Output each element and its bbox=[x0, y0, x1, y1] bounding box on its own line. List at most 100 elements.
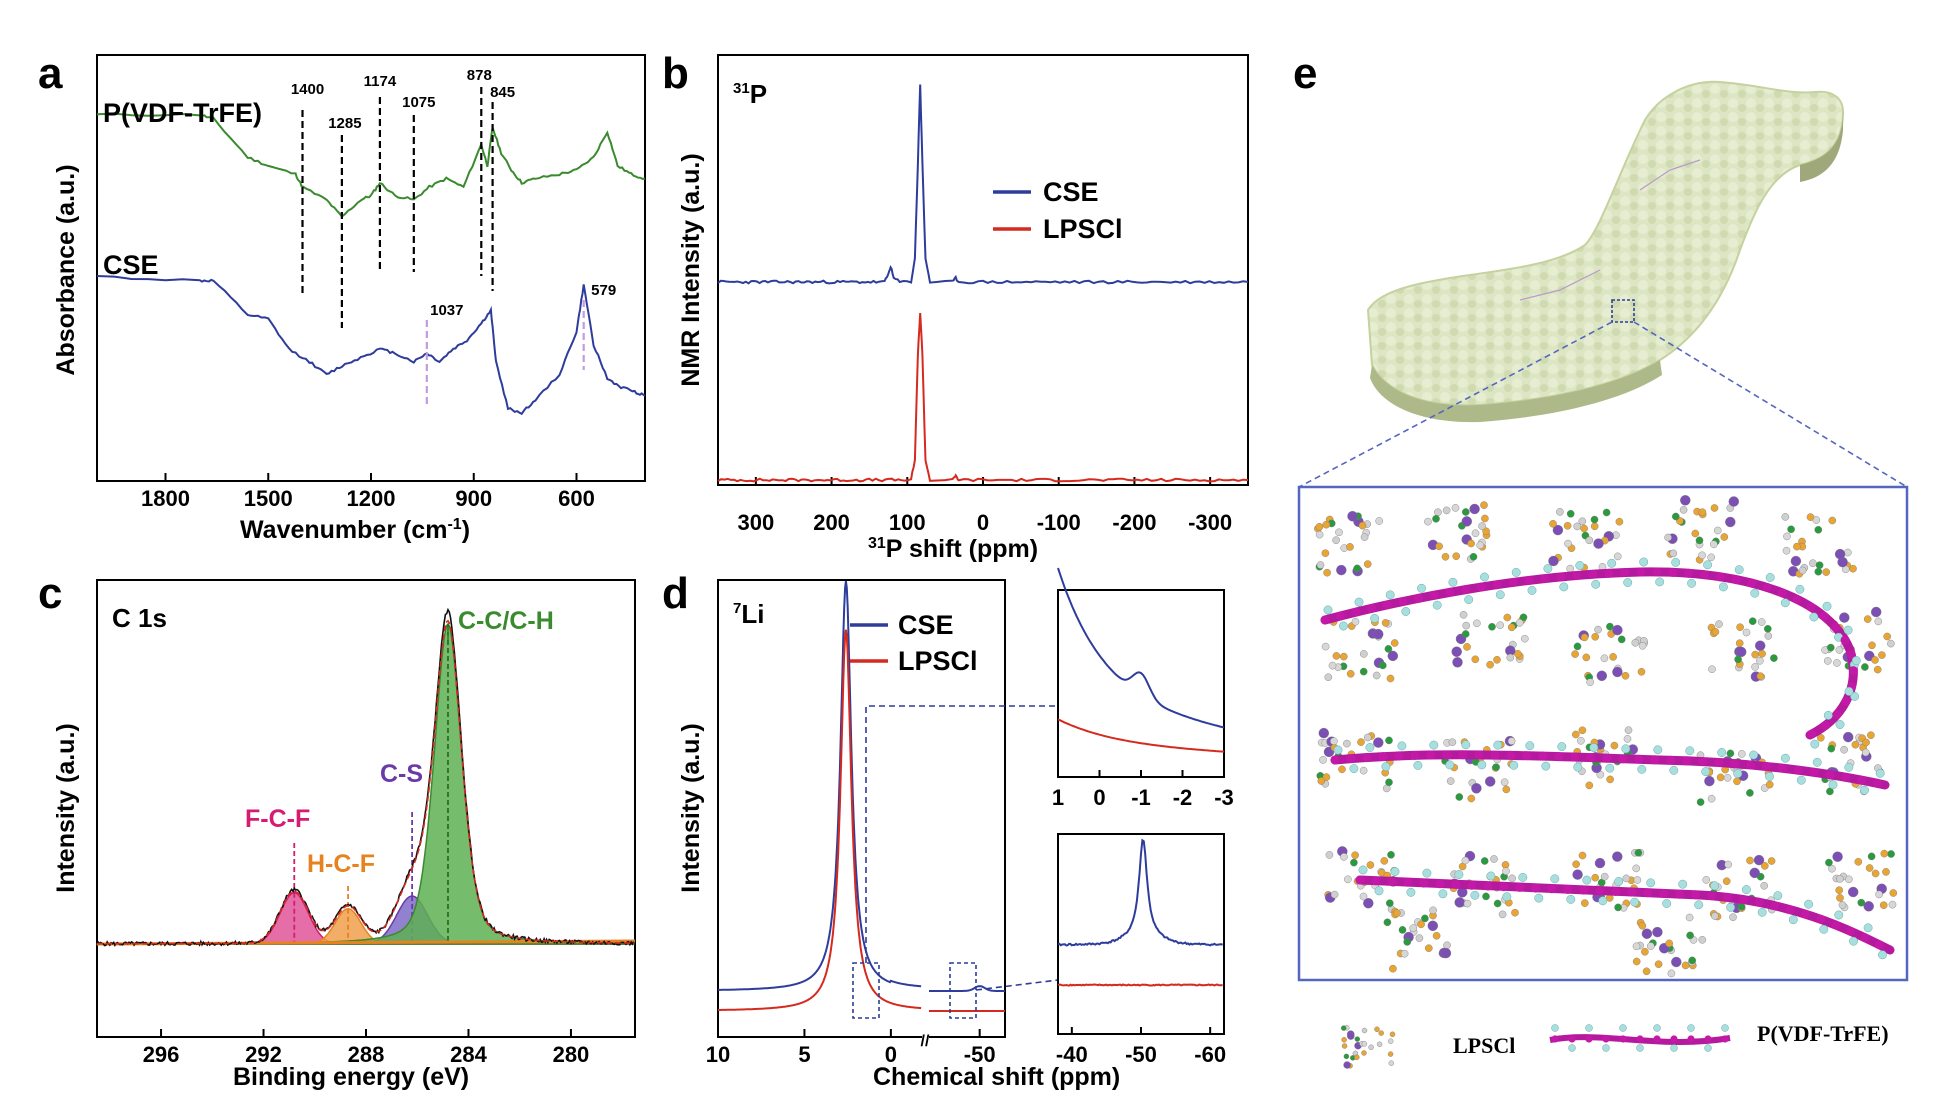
atom bbox=[1400, 949, 1409, 958]
atom bbox=[1617, 635, 1626, 644]
atom bbox=[1889, 889, 1898, 897]
atom bbox=[1722, 877, 1731, 886]
inset-x-tick-label: -3 bbox=[1214, 785, 1234, 810]
atom bbox=[1323, 568, 1331, 577]
atom bbox=[1867, 852, 1876, 861]
atom bbox=[1347, 511, 1358, 522]
atom bbox=[1380, 857, 1389, 865]
atom bbox=[1481, 514, 1489, 523]
atom bbox=[1782, 546, 1791, 555]
atom bbox=[1686, 931, 1694, 940]
legend-carbon-atom bbox=[1687, 1035, 1695, 1043]
x-tick-label: -50 bbox=[964, 1042, 996, 1067]
fluorine-atom bbox=[1671, 557, 1681, 567]
carbon-atom bbox=[1841, 772, 1851, 782]
atom bbox=[1378, 1030, 1384, 1036]
peak-hcf-area bbox=[97, 908, 634, 945]
legend-fluorine-atom bbox=[1653, 1024, 1661, 1032]
atom bbox=[1664, 533, 1672, 542]
carbon-atom bbox=[1382, 600, 1392, 610]
atom bbox=[1665, 939, 1673, 948]
fluorine-atom bbox=[1534, 893, 1544, 903]
atom bbox=[1590, 522, 1599, 531]
atom bbox=[1388, 1060, 1395, 1066]
atom bbox=[1878, 651, 1886, 659]
peak-label-1075: 1075 bbox=[402, 94, 435, 111]
atom bbox=[1814, 526, 1823, 534]
fluorine-atom bbox=[1525, 741, 1535, 751]
carbon-atom bbox=[1792, 594, 1802, 604]
atom bbox=[1756, 672, 1765, 681]
atom bbox=[1612, 624, 1623, 636]
atom bbox=[1767, 857, 1776, 865]
carbon-atom bbox=[1634, 754, 1644, 764]
atom bbox=[1698, 551, 1706, 560]
series-label-cse: CSE bbox=[103, 250, 159, 280]
atom bbox=[1357, 738, 1365, 746]
fluorine-atom bbox=[1734, 565, 1744, 575]
atom bbox=[1836, 894, 1844, 902]
atom bbox=[1572, 860, 1580, 869]
atom bbox=[1591, 873, 1599, 882]
atom bbox=[1632, 864, 1640, 873]
lpscl-cluster bbox=[1707, 617, 1778, 682]
atom bbox=[1580, 524, 1588, 533]
fluorine-atom bbox=[1653, 745, 1663, 755]
carbon-atom bbox=[1499, 882, 1509, 892]
carbon-atom bbox=[1770, 901, 1780, 911]
atom bbox=[1736, 623, 1744, 632]
x-tick-label: -200 bbox=[1112, 510, 1156, 535]
x-tick-label: -300 bbox=[1188, 510, 1232, 535]
carbon-atom bbox=[1435, 879, 1445, 889]
atom bbox=[1854, 858, 1863, 866]
carbon-atom bbox=[1492, 580, 1502, 590]
fluorine-atom bbox=[1614, 877, 1624, 886]
atom bbox=[1361, 1050, 1367, 1056]
carbon-atom bbox=[1714, 758, 1724, 767]
x-tick-label: 1500 bbox=[244, 486, 293, 511]
fluorine-atom bbox=[1637, 764, 1647, 774]
legend-fluorine-atom bbox=[1670, 1044, 1678, 1052]
atom bbox=[1600, 654, 1609, 663]
atom bbox=[1389, 1031, 1396, 1038]
legend-b-cse: CSE bbox=[1043, 177, 1099, 207]
carbon-atom bbox=[1820, 720, 1830, 730]
atom bbox=[1363, 560, 1372, 568]
fluorine-atom bbox=[1646, 878, 1656, 888]
atom bbox=[1566, 509, 1575, 518]
atom bbox=[1432, 515, 1440, 523]
atom bbox=[1328, 661, 1337, 670]
atom bbox=[1482, 892, 1490, 901]
fluorine-atom bbox=[1795, 584, 1805, 594]
atom bbox=[1461, 516, 1473, 527]
carbon-atom bbox=[1731, 575, 1741, 585]
lpscl-cluster bbox=[1572, 848, 1645, 912]
carbon-atom bbox=[1746, 760, 1756, 770]
lpscl-cluster bbox=[1321, 617, 1399, 683]
carbon-atom bbox=[1682, 756, 1692, 766]
atom bbox=[1840, 745, 1848, 754]
carbon-atom bbox=[1666, 755, 1676, 765]
atom bbox=[1835, 886, 1843, 895]
atom bbox=[1679, 506, 1688, 514]
atom bbox=[1614, 903, 1622, 912]
inset-x-tick-label: 1 bbox=[1052, 785, 1064, 810]
carbon-atom bbox=[1461, 585, 1471, 595]
atom bbox=[1632, 942, 1641, 951]
fluorine-atom bbox=[1822, 601, 1832, 611]
legend-b-lpscl: LPSCl bbox=[1043, 214, 1123, 244]
x-tick-label: 5 bbox=[798, 1042, 810, 1067]
atom bbox=[1825, 858, 1833, 867]
fluorine-atom bbox=[1477, 760, 1487, 770]
inset-x-tick-label: -50 bbox=[1125, 1042, 1157, 1067]
fluorine-atom bbox=[1804, 899, 1814, 909]
carbon-atom bbox=[1524, 575, 1534, 585]
atom bbox=[1354, 1036, 1361, 1042]
fluorine-atom bbox=[1445, 760, 1455, 770]
atom bbox=[1319, 756, 1327, 764]
atom bbox=[1764, 625, 1772, 633]
peak-cc-area bbox=[96, 622, 635, 945]
panel-c-ylabel: Intensity (a.u.) bbox=[52, 723, 80, 892]
atom bbox=[1363, 733, 1372, 742]
